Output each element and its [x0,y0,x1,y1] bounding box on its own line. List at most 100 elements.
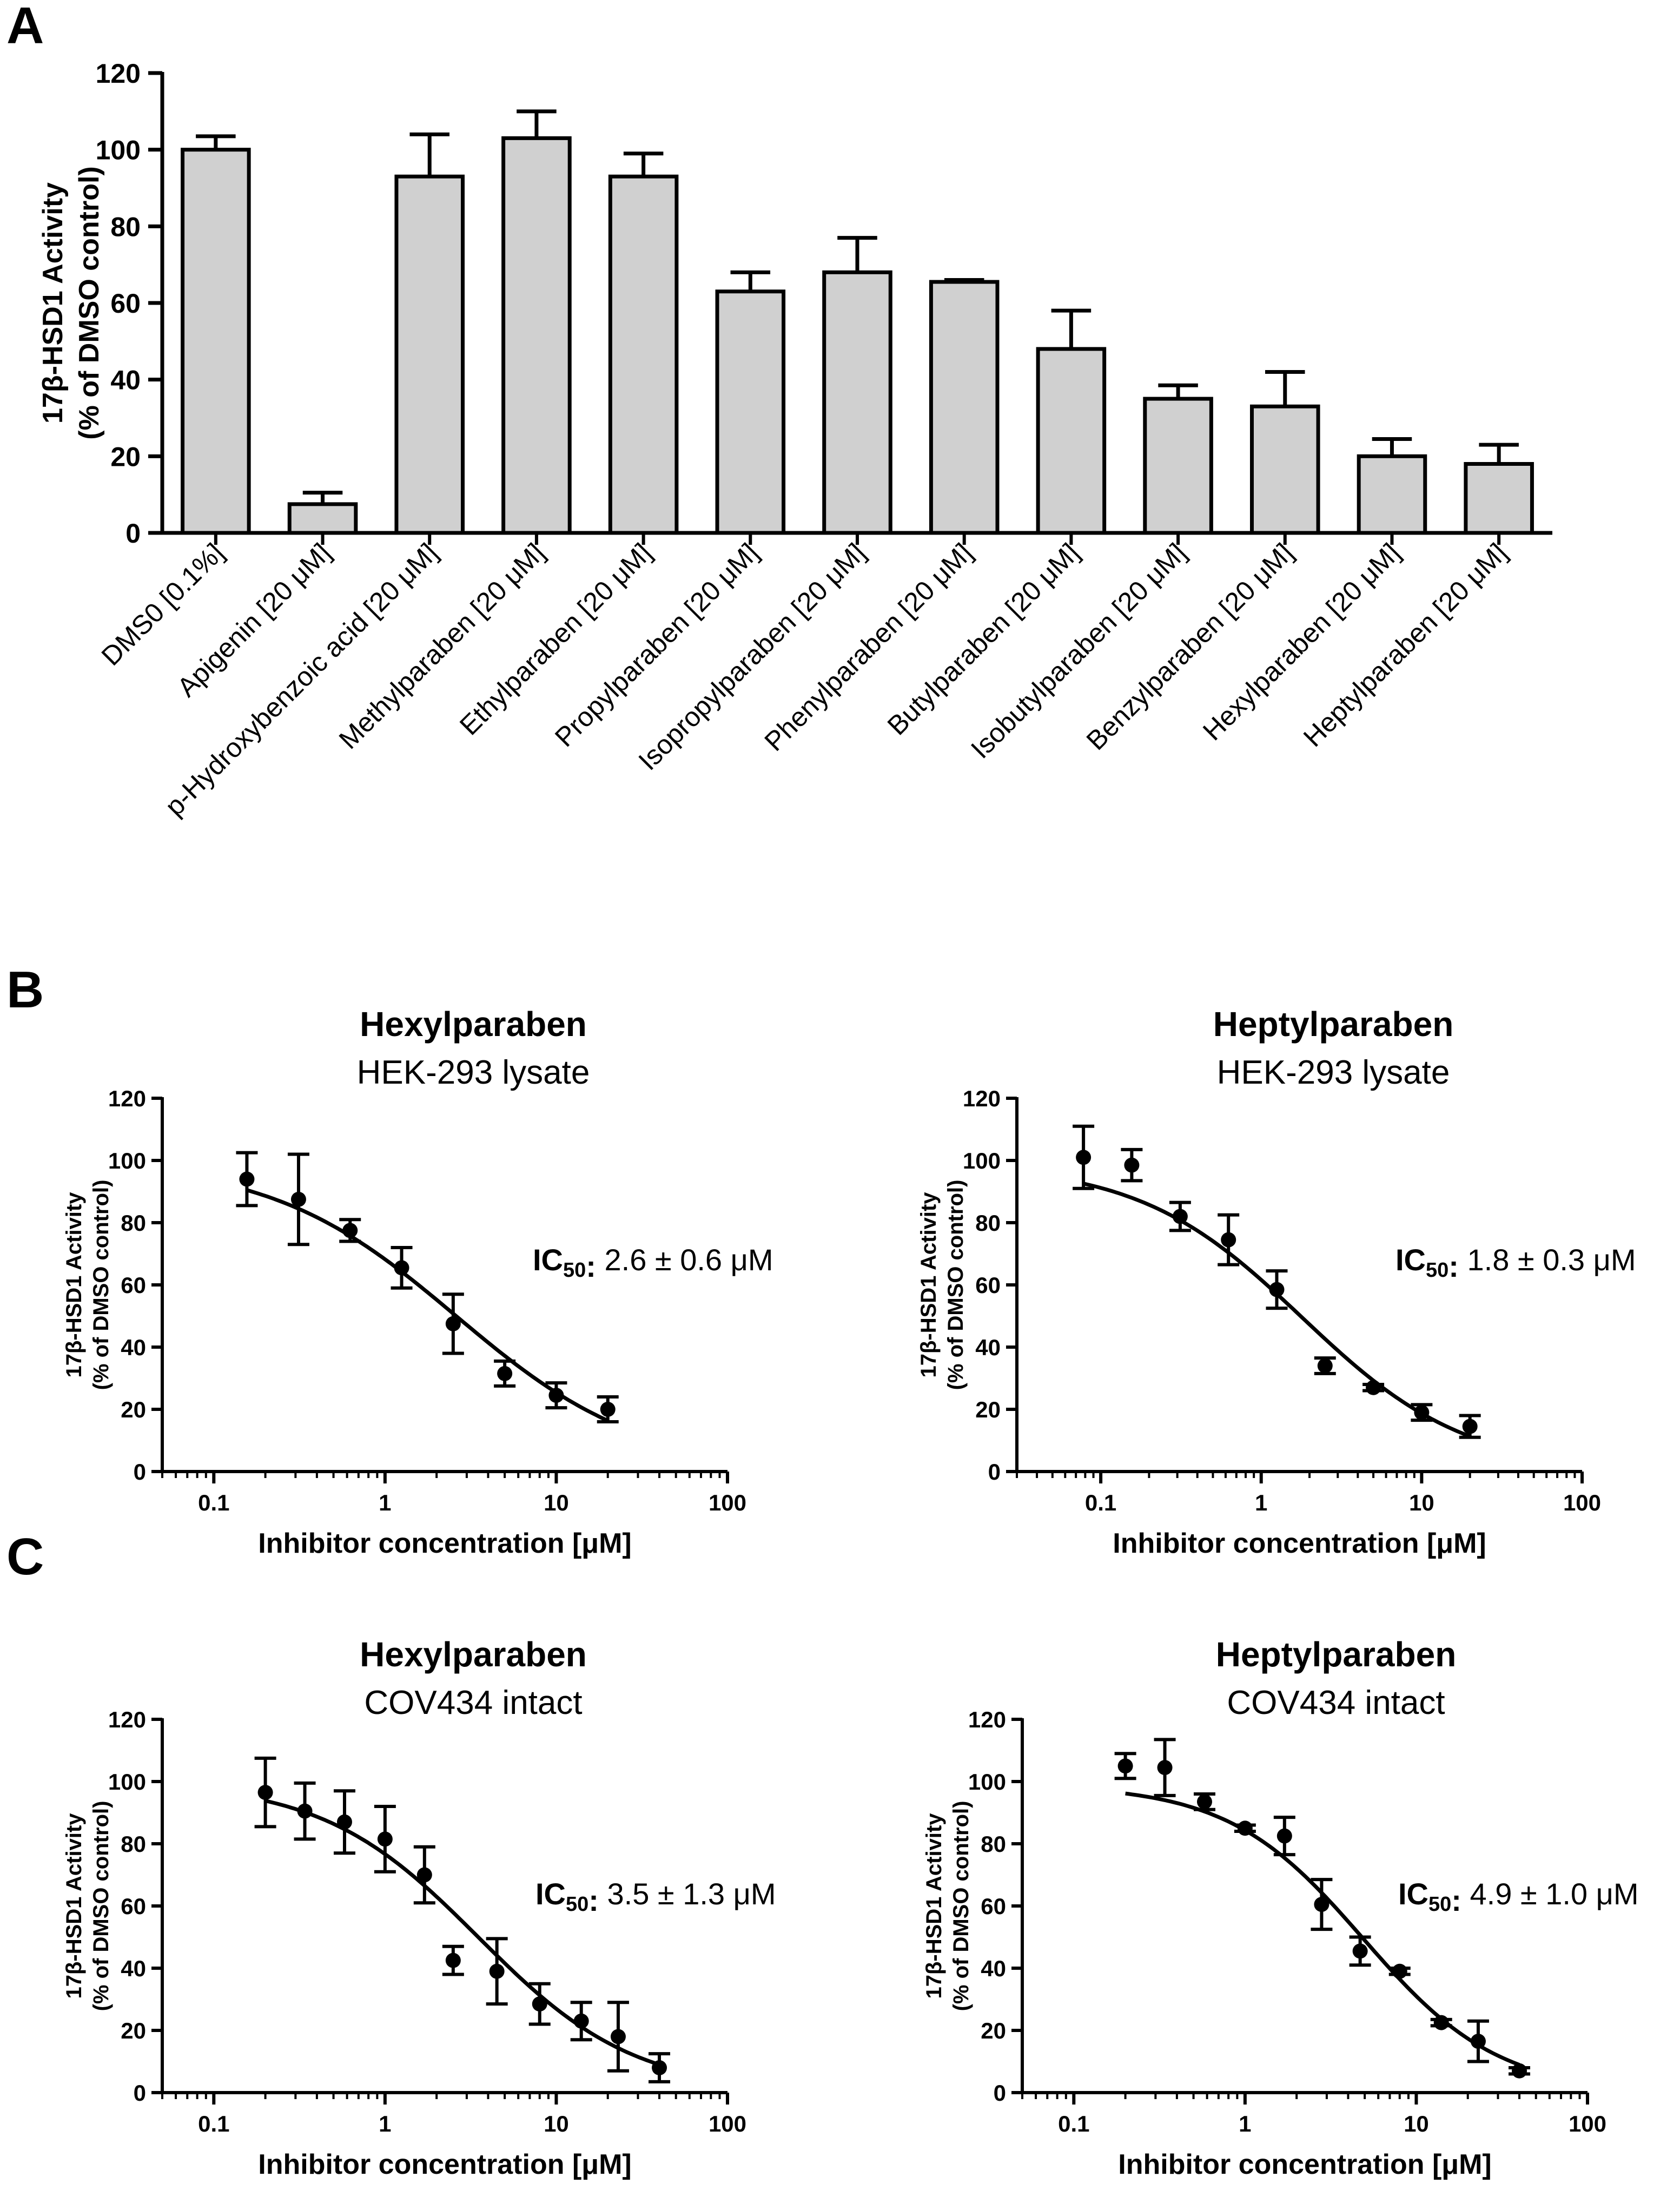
category-label-5: Propylparaben [20 μM] [549,537,764,753]
category-label-6: Isopropylparaben [20 μM] [633,537,871,776]
y-axis-title-line2: (% of DMSO control) [89,1180,113,1390]
plot-subtitle: COV434 intact [364,1684,582,1721]
data-point-2 [1196,1794,1212,1810]
x-tick-label-1: 1 [379,2111,391,2136]
x-axis-title: Inhibitor concentration [μM] [1113,1528,1486,1559]
bar-6 [822,270,892,535]
data-point-5 [1314,1897,1330,1912]
data-point-0 [257,1785,273,1800]
bar-0 [181,148,251,535]
x-tick-label-10: 10 [1409,1490,1434,1515]
data-point-0 [239,1171,255,1187]
data-point-6 [548,1388,564,1403]
data-point-4 [1269,1282,1285,1297]
plot-title: Heptylparaben [1213,1005,1454,1044]
y-tick-label-20: 20 [121,1397,146,1422]
y-tick-label-120: 120 [96,58,141,89]
y-axis-title-line1: 17β-HSD1 Activity [917,1192,941,1378]
y-tick-label-120: 120 [108,1707,146,1732]
data-point-0 [1117,1758,1133,1774]
bar-3 [501,136,572,535]
fit-curve [246,1188,609,1423]
y-axis-title-line1: 17β-HSD1 Activity [37,182,69,424]
ic50-colon: : [588,1883,599,1917]
x-tick-label-0.1: 0.1 [1085,1490,1116,1515]
data-point-9 [610,2029,626,2044]
x-axis-title: Inhibitor concentration [μM] [1118,2149,1491,2180]
y-tick-label-60: 60 [975,1272,1001,1298]
data-point-4 [1276,1828,1292,1844]
ic50-annotation: IC50: 4.9 ± 1.0 μM [1398,1877,1639,1917]
x-tick-label-1: 1 [1239,2111,1251,2136]
y-tick-label-80: 80 [121,1831,146,1857]
y-tick-label-40: 40 [110,365,141,395]
bar-4 [608,174,679,535]
y-tick-label-40: 40 [981,1956,1006,1981]
x-tick-label-10: 10 [1404,2111,1429,2136]
y-axis-title-line1: 17β-HSD1 Activity [62,1813,86,1999]
data-point-2 [342,1223,358,1238]
fit-curve [264,1799,660,2067]
panel-letter-b: B [6,961,44,1019]
x-tick-label-10: 10 [544,2111,569,2136]
ic50-value: 1.8 ± 0.3 μM [1459,1243,1636,1277]
y-tick-label-0: 0 [134,1459,146,1485]
data-point-3 [1221,1232,1236,1248]
y-tick-label-60: 60 [110,288,141,319]
ic50-subscript: 50 [563,1259,586,1282]
data-point-8 [1462,1419,1478,1434]
data-point-7 [1414,1404,1430,1420]
category-label-3: Methylparaben [20 μM] [333,537,551,755]
bar-10 [1249,404,1320,535]
data-point-8 [573,2013,589,2029]
y-tick-label-20: 20 [110,441,141,472]
ic50-annotation: IC50: 1.8 ± 0.3 μM [1395,1243,1636,1283]
y-tick-label-100: 100 [108,1148,146,1173]
ic50-colon: : [1451,1883,1461,1917]
y-tick-label-20: 20 [981,2018,1006,2043]
ic50-subscript: 50 [1426,1259,1448,1282]
y-tick-label-100: 100 [108,1769,146,1795]
y-axis-title-line2: (% of DMSO control) [89,1801,113,2011]
plot-title: Hexylparaben [360,1635,587,1674]
panel-letter-a: A [6,0,44,55]
category-label-12: Heptylparaben [20 μM] [1298,537,1513,753]
data-point-1 [290,1191,306,1207]
data-point-1 [1157,1760,1173,1776]
x-tick-label-100: 100 [709,1490,746,1515]
data-point-6 [1352,1943,1368,1959]
x-tick-label-0.1: 0.1 [1058,2111,1089,2136]
y-tick-label-120: 120 [108,1086,146,1111]
y-tick-label-100: 100 [968,1769,1006,1795]
data-point-9 [1470,2034,1486,2049]
y-tick-label-20: 20 [975,1397,1001,1422]
y-tick-label-80: 80 [981,1831,1006,1857]
category-label-11: Hexylparaben [20 μM] [1197,537,1406,746]
data-point-0 [1076,1150,1092,1165]
bar-chart-panel-a: 0 20 40 60 80 100 120 17β-HSD1 Activity (% of DM… [37,58,1552,822]
x-axis-title: Inhibitor concentration [μM] [258,1528,631,1559]
ic50-label: IC [1395,1243,1426,1277]
plot-subtitle: HEK-293 lysate [1217,1054,1450,1091]
y-tick-label-100: 100 [96,135,141,166]
y-axis-title-line1: 17β-HSD1 Activity [62,1192,86,1378]
ic50-annotation: IC50: 3.5 ± 1.3 μM [535,1877,776,1917]
ic50-label: IC [1398,1877,1428,1911]
plot-title: Hexylparaben [360,1005,587,1044]
panel-letter-c: C [6,1528,44,1586]
ic50-subscript: 50 [1428,1893,1451,1916]
ic50-subscript: 50 [566,1893,588,1916]
y-tick-label-80: 80 [110,212,141,242]
y-tick-label-60: 60 [121,1272,146,1298]
data-point-6 [1366,1380,1381,1395]
bar-2 [394,174,465,535]
x-axis-title: Inhibitor concentration [μM] [258,2149,631,2180]
ic50-label: IC [533,1243,563,1277]
data-point-10 [1512,2063,1527,2079]
y-tick-label-0: 0 [125,518,141,549]
plot-subtitle: COV434 intact [1227,1684,1445,1721]
bar-12 [1464,462,1534,535]
y-tick-label-100: 100 [963,1148,1001,1173]
